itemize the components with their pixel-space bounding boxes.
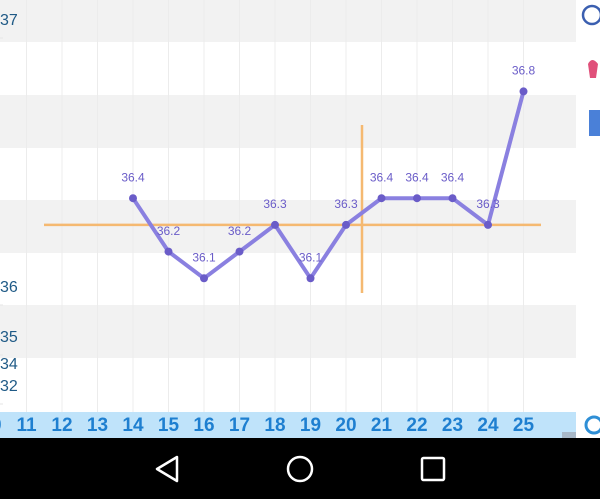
x-tick-label: 12 — [51, 415, 72, 436]
data-point — [519, 87, 528, 96]
vertical-grid — [26, 0, 524, 412]
data-label: 36.1 — [299, 250, 323, 264]
x-tick-label: 18 — [264, 415, 285, 436]
flag-icon[interactable] — [589, 110, 600, 136]
x-tick-label: 15 — [158, 415, 180, 436]
x-tick-label: 25 — [513, 415, 535, 436]
x-tick-label: 22 — [406, 415, 427, 436]
series-line — [131, 90, 526, 281]
x-tick-label: 17 — [229, 415, 250, 436]
band — [0, 95, 576, 148]
shell-icon[interactable] — [588, 60, 598, 78]
data-label: 36.4 — [405, 170, 429, 184]
data-label: 36.4 — [121, 170, 145, 184]
back-button[interactable] — [155, 455, 179, 483]
x-tick-label: 19 — [300, 415, 321, 436]
data-label: 36.4 — [441, 170, 465, 184]
y-tick-label: 35 — [0, 329, 18, 346]
data-point — [200, 274, 208, 283]
data-point — [129, 194, 137, 203]
data-point — [306, 274, 315, 283]
data-label: 36.3 — [334, 197, 358, 211]
home-button[interactable] — [286, 455, 314, 483]
x-tick-label: 10 — [0, 415, 2, 436]
data-label: 36.2 — [157, 224, 181, 238]
data-point — [377, 194, 386, 203]
band — [0, 305, 576, 358]
x-tick-label: 23 — [442, 415, 463, 436]
x-tick-label: 14 — [122, 415, 144, 436]
nav-bar — [0, 438, 600, 499]
y-tick-label: 32 — [0, 378, 18, 395]
x-tick-label: 20 — [335, 415, 356, 436]
y-tick-label: 37 — [0, 12, 18, 29]
x-tick-label: 21 — [371, 415, 393, 436]
data-label: 36.3 — [476, 197, 500, 211]
x-tick-label: 16 — [193, 415, 214, 436]
y-tick-label: 34 — [0, 356, 18, 373]
data-point — [342, 220, 350, 229]
data-label: 36.8 — [512, 64, 536, 78]
data-label: 36.3 — [263, 197, 287, 211]
data-point — [413, 194, 421, 203]
data-point — [271, 220, 279, 229]
scroll-thumb — [562, 432, 576, 438]
x-tick-label: 13 — [87, 415, 108, 436]
plot: 37 36 35 34 32 36.4 36.2 36.1 36.2 36.3 36.1 36.3 36… — [0, 12, 541, 405]
x-tick-label: 24 — [477, 415, 499, 436]
band — [0, 0, 576, 42]
data-label: 36.4 — [370, 170, 394, 184]
data-label: 36.1 — [192, 250, 216, 264]
x-axis-bar — [0, 412, 576, 438]
x-tick-label: 11 — [16, 415, 37, 436]
recents-button[interactable] — [420, 456, 446, 482]
x-axis: 10 11 12 13 14 15 16 17 18 19 20 21 22 23 24 25 — [0, 415, 534, 436]
data-point — [235, 247, 244, 256]
refresh-icon[interactable] — [584, 415, 600, 435]
data-point — [484, 220, 492, 229]
mood-icon[interactable] — [581, 4, 600, 26]
y-tick-label: 36 — [0, 279, 18, 296]
background-bands — [0, 0, 576, 358]
data-point — [164, 247, 173, 256]
data-point — [448, 194, 457, 203]
data-label: 36.2 — [228, 224, 252, 238]
